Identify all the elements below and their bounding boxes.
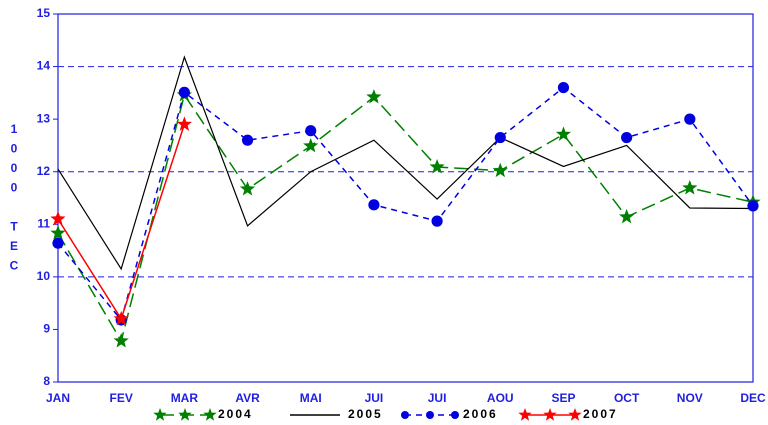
- legend-marker: [401, 411, 409, 419]
- marker: [241, 134, 254, 146]
- legend-marker: [543, 408, 557, 421]
- x-tick-label: JAN: [46, 391, 70, 405]
- y-tick-label: 13: [37, 111, 51, 125]
- legend-marker: [451, 411, 459, 419]
- y-tick-label: 14: [37, 59, 51, 73]
- legend-marker: [518, 408, 532, 421]
- series-line: [57, 86, 754, 322]
- marker: [494, 131, 506, 144]
- x-tick-label: FEV: [110, 391, 133, 405]
- marker: [303, 138, 319, 153]
- x-tick-label: JUI: [365, 391, 384, 405]
- marker: [113, 333, 129, 348]
- marker: [178, 86, 190, 98]
- marker: [492, 162, 508, 178]
- series-line: [57, 124, 186, 321]
- marker: [176, 116, 192, 131]
- marker: [684, 113, 696, 125]
- y-tick-label: 9: [43, 322, 50, 336]
- marker: [429, 159, 445, 174]
- y-tick-label: 10: [37, 269, 51, 283]
- marker: [368, 199, 380, 211]
- x-tick-label: AOU: [487, 391, 514, 405]
- marker: [366, 89, 382, 104]
- x-tick-label: AVR: [235, 391, 260, 405]
- x-tick-label: SEP: [551, 391, 575, 405]
- legend-label: 2004: [218, 407, 253, 421]
- legend-marker: [178, 408, 192, 421]
- legend-marker: [203, 408, 217, 421]
- x-tick-label: NOV: [677, 391, 703, 405]
- x-tick-label: DEC: [740, 391, 766, 405]
- marker: [621, 131, 633, 144]
- marker: [682, 180, 698, 195]
- legend-label: 2006: [463, 407, 498, 421]
- y-tick-label: 8: [43, 374, 50, 388]
- marker: [305, 125, 317, 137]
- marker: [431, 215, 443, 227]
- marker: [113, 310, 129, 326]
- marker: [619, 208, 635, 224]
- series-line: [57, 55, 754, 271]
- marker: [557, 82, 570, 94]
- x-tick-label: MAI: [300, 391, 322, 405]
- marker: [52, 237, 64, 249]
- legend-marker: [153, 408, 167, 421]
- marker: [747, 200, 759, 212]
- x-tick-label: MAR: [171, 391, 199, 405]
- legend-marker: [426, 411, 434, 419]
- y-tick-label: 12: [37, 164, 51, 178]
- marker: [50, 225, 66, 240]
- plot-frame: [57, 13, 754, 383]
- legend-label: 2007: [583, 407, 618, 421]
- legend-marker: [568, 408, 582, 421]
- marker: [50, 211, 66, 226]
- marker: [555, 126, 572, 141]
- y-tick-label: 11: [37, 216, 50, 230]
- marker: [239, 181, 256, 196]
- x-tick-label: OCT: [614, 391, 640, 405]
- x-tick-label: JUI: [428, 391, 447, 405]
- legend-label: 2005: [348, 407, 383, 421]
- y-tick-label: 15: [37, 6, 51, 20]
